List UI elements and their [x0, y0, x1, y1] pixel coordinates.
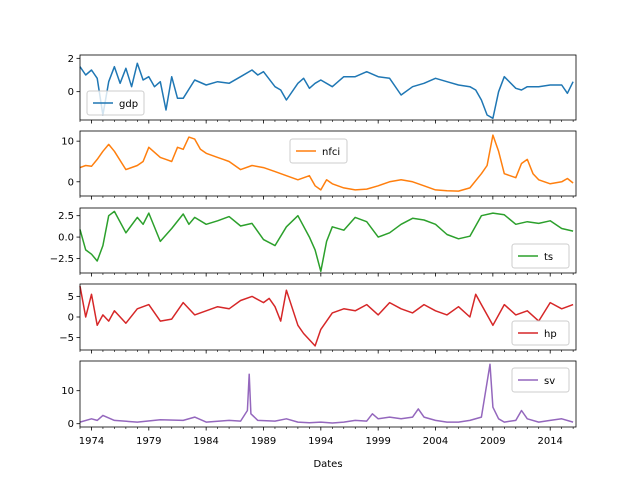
y-tick-label-hp: 0 — [68, 313, 74, 324]
legend-ts: ts — [511, 243, 570, 269]
legend-box-sv — [511, 367, 570, 393]
series-line-hp — [79, 285, 574, 347]
axes-frame-nfci — [79, 130, 577, 197]
legend-box-nfci — [289, 138, 348, 164]
legend-box-ts — [511, 243, 570, 269]
subplot-stack: 0 2 gdp 0 10 nfci −2.5 0.0 2.5 ts −5 0 5 hp 0 10 sv — [50, 54, 577, 431]
x-tick-label: 1994 — [308, 436, 333, 447]
axes-frame-ts — [79, 207, 577, 274]
axes-frame-sv — [79, 360, 577, 428]
legend-box-hp — [511, 320, 570, 346]
y-tick-label-hp: −5 — [59, 333, 74, 344]
subplot-gdp: 0 2 gdp — [68, 54, 577, 124]
legend-label-gdp: gdp — [119, 99, 138, 110]
subplot-sv: 0 10 sv — [61, 360, 577, 431]
legend-label-sv: sv — [544, 376, 555, 387]
subplot-hp: −5 0 5 hp — [59, 283, 577, 354]
y-tick-label-gdp: 0 — [68, 87, 74, 98]
x-tick-label: 1979 — [136, 436, 161, 447]
axes-frame-gdp — [79, 54, 577, 121]
x-tick-label: 2014 — [537, 436, 562, 447]
legend-gdp: gdp — [86, 90, 145, 116]
y-tick-label-ts: 0.0 — [58, 233, 74, 244]
x-tick-label: 1999 — [365, 436, 390, 447]
x-tick-label: 1984 — [193, 436, 218, 447]
y-tick-label-sv: 0 — [68, 419, 74, 430]
series-line-sv — [79, 363, 574, 424]
x-axis-label: Dates — [313, 459, 342, 470]
legend-hp: hp — [511, 320, 570, 346]
y-tick-label-nfci: 10 — [61, 137, 74, 148]
y-tick-label-hp: 5 — [68, 292, 74, 303]
y-tick-label-sv: 10 — [61, 386, 74, 397]
series-line-ts — [79, 210, 574, 273]
x-tick-label: 1989 — [251, 436, 276, 447]
x-tick-label: 2004 — [423, 436, 448, 447]
subplot-ts: −2.5 0.0 2.5 ts — [50, 207, 577, 277]
shared-x-axis: 1974 1979 1984 1989 1994 1999 2004 2009 2014 — [79, 436, 563, 447]
x-tick-label: 2009 — [480, 436, 505, 447]
legend-label-nfci: nfci — [322, 147, 340, 158]
y-tick-label-ts: −2.5 — [50, 254, 74, 265]
y-tick-label-gdp: 2 — [68, 54, 74, 65]
legend-nfci: nfci — [289, 138, 348, 164]
legend-label-ts: ts — [544, 252, 553, 263]
legend-box-gdp — [86, 90, 145, 116]
series-line-nfci — [79, 134, 574, 192]
series-line-gdp — [79, 62, 574, 120]
x-tick-label: 1974 — [79, 436, 104, 447]
subplot-nfci: 0 10 nfci — [61, 130, 577, 200]
legend-label-hp: hp — [544, 329, 557, 340]
y-tick-label-ts: 2.5 — [58, 211, 74, 222]
legend-sv: sv — [511, 367, 570, 393]
y-tick-label-nfci: 0 — [68, 177, 74, 188]
